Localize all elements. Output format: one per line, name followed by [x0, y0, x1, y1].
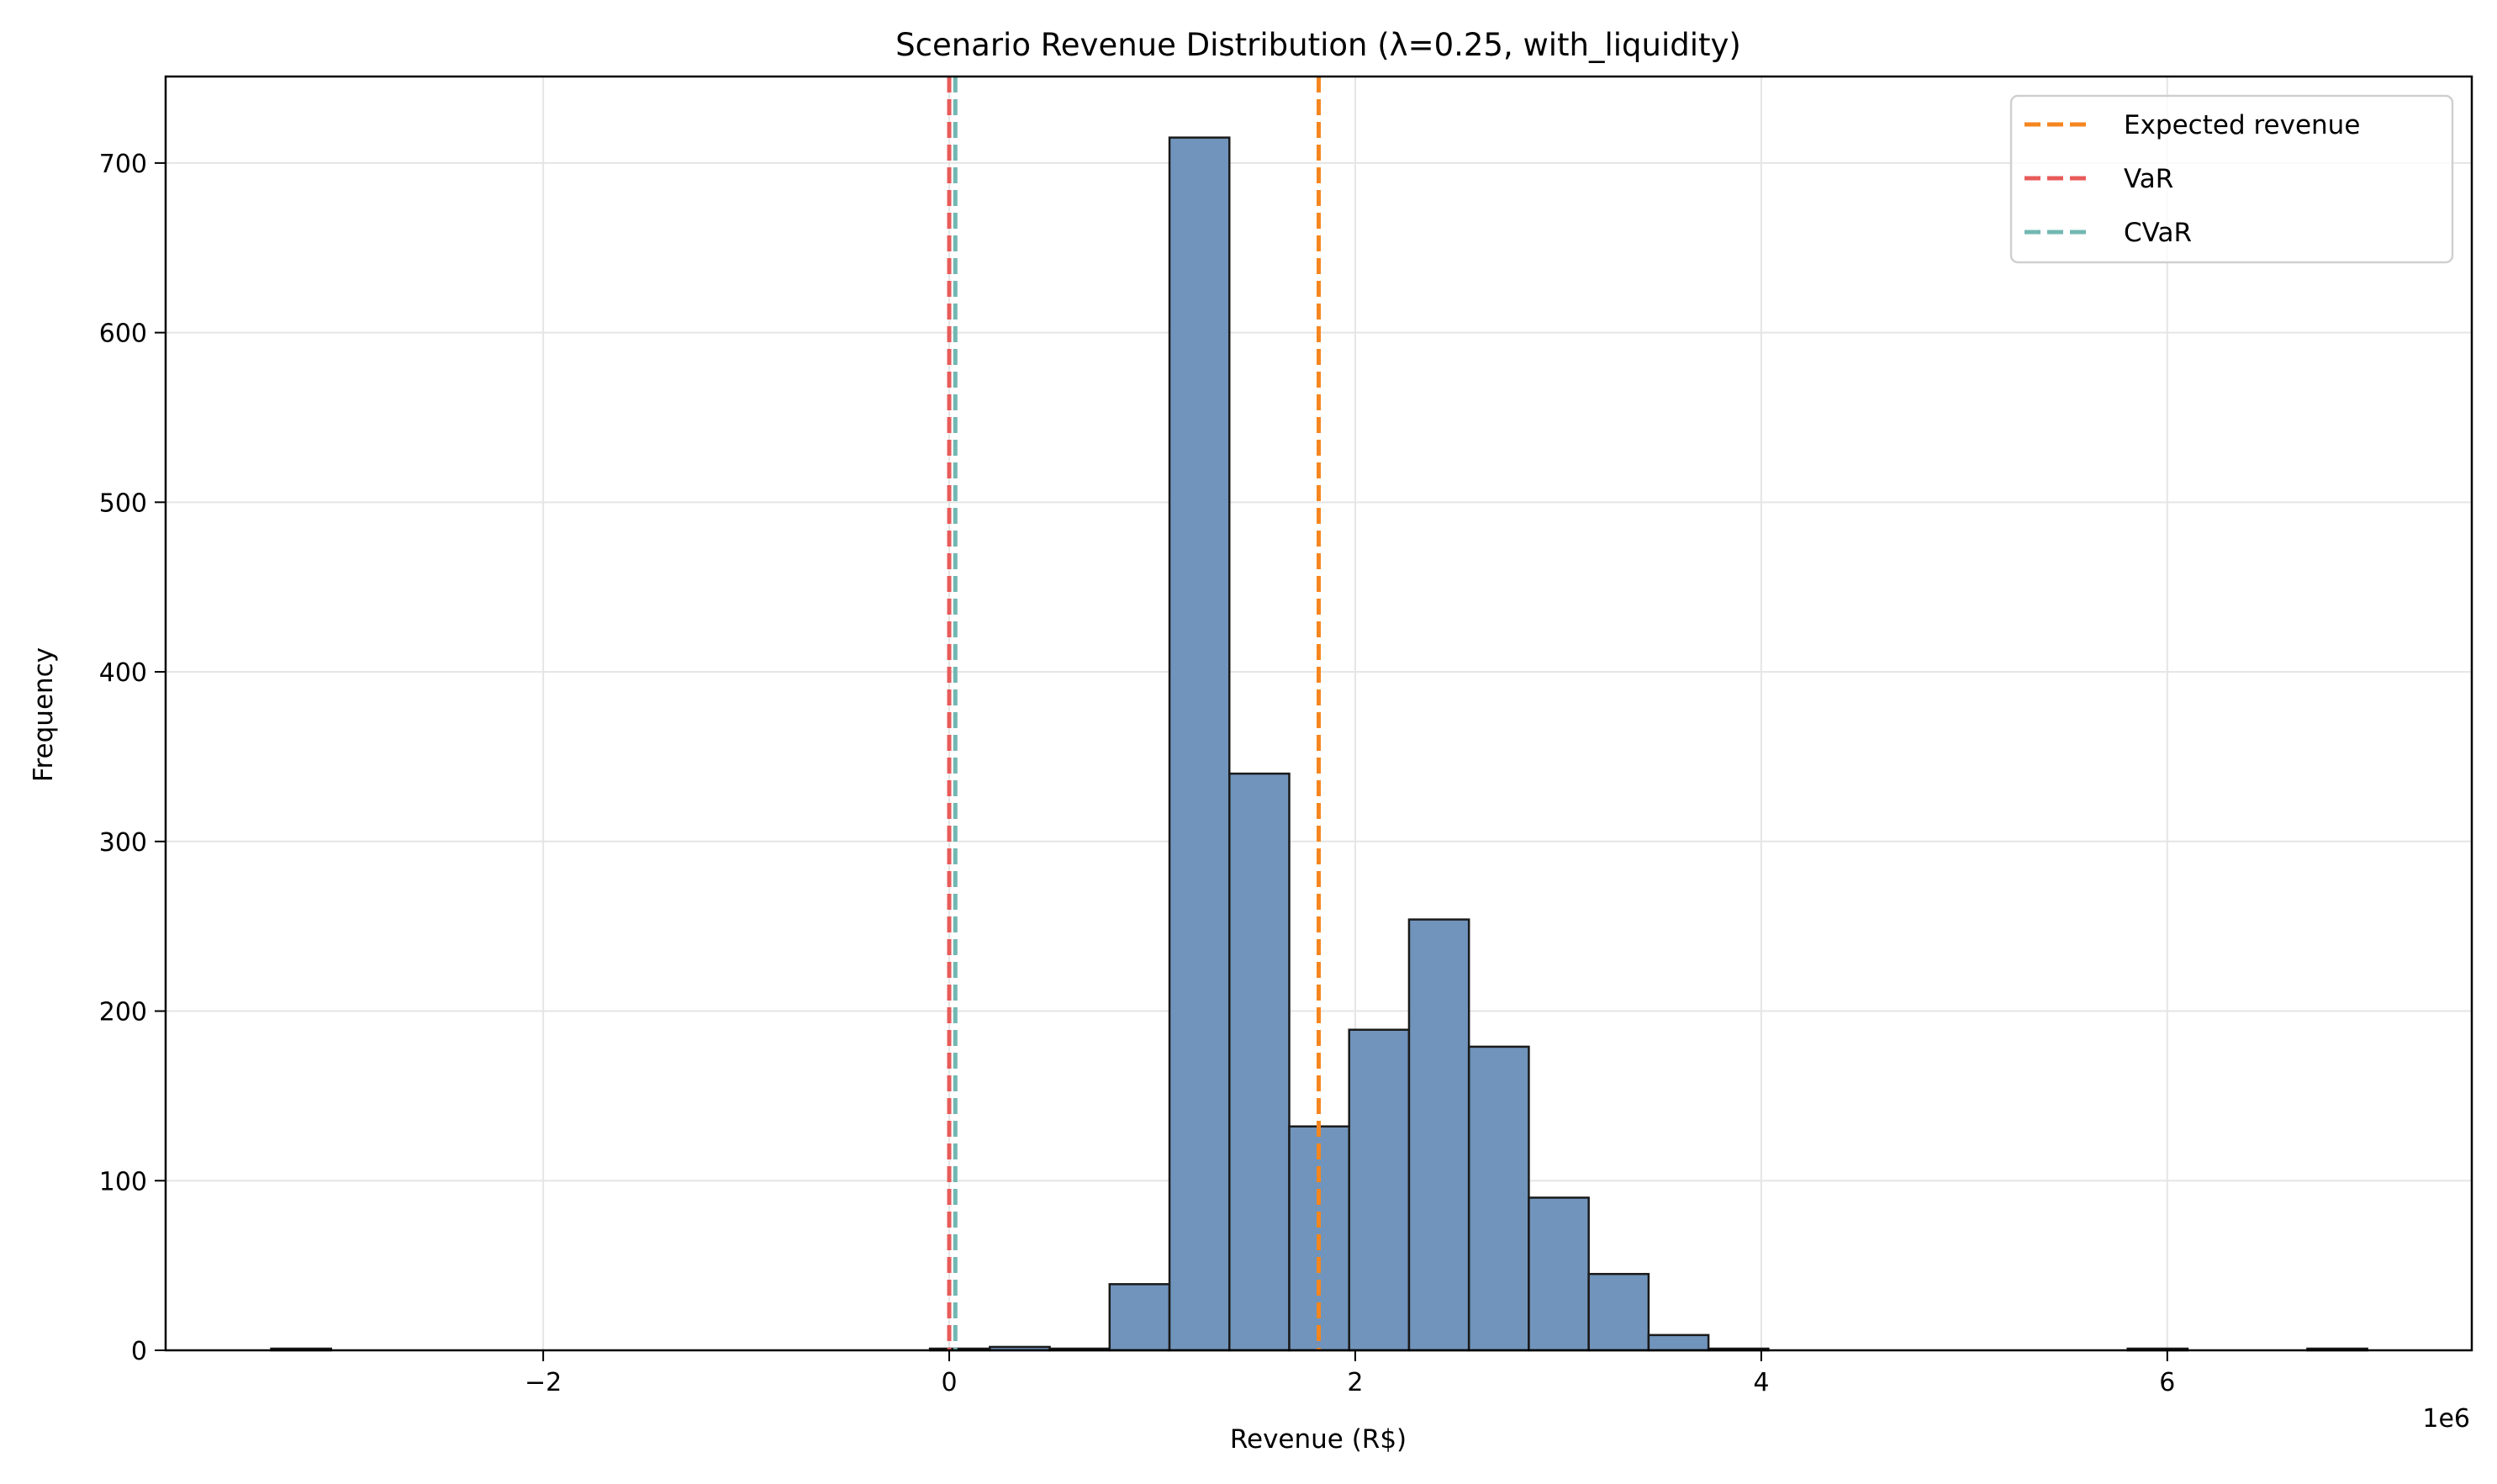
chart-title: Scenario Revenue Distribution (λ=0.25, w… — [895, 27, 1741, 63]
histogram-bar — [1108, 1283, 1171, 1352]
x-tick-label: 2 — [1347, 1368, 1363, 1397]
y-tick-label: 700 — [99, 150, 147, 179]
histogram-bar — [1467, 1045, 1530, 1352]
x-tick-label: 0 — [941, 1368, 957, 1397]
axes-frame — [164, 75, 2473, 1352]
x-axis-ticks: −2 0 2 4 6 — [525, 1350, 2175, 1397]
y-axis-label: Frequency — [29, 647, 59, 782]
histogram-bar — [1228, 772, 1291, 1352]
bars — [270, 136, 2368, 1352]
legend-box — [2009, 94, 2454, 264]
histogram-bar — [1528, 1196, 1590, 1352]
reference-lines — [947, 77, 1321, 1350]
legend-label: VaR — [2124, 164, 2173, 194]
y-tick-label: 300 — [99, 828, 147, 858]
histogram-bar — [1348, 1028, 1411, 1352]
y-axis-ticks: 0 100 200 300 400 500 600 700 — [99, 150, 166, 1366]
y-tick-label: 100 — [99, 1167, 147, 1196]
legend-label: CVaR — [2124, 218, 2192, 248]
histogram-bar — [1647, 1333, 1710, 1352]
x-tick-label: −2 — [525, 1368, 562, 1397]
legend-label: Expected revenue — [2124, 110, 2360, 140]
y-tick-label: 500 — [99, 489, 147, 518]
histogram-bar — [1168, 136, 1231, 1352]
y-tick-label: 400 — [99, 658, 147, 688]
y-tick-label: 600 — [99, 320, 147, 349]
x-tick-label: 6 — [2159, 1368, 2175, 1397]
y-tick-label: 200 — [99, 998, 147, 1027]
x-axis-label: Revenue (R$) — [1230, 1424, 1407, 1455]
y-tick-label: 0 — [131, 1337, 147, 1366]
x-tick-label: 4 — [1753, 1368, 1769, 1397]
legend: Expected revenue VaR CVaR — [2009, 94, 2454, 264]
histogram-bar — [1407, 918, 1470, 1352]
histogram-bar — [1587, 1272, 1650, 1352]
x-axis-offset-label: 1e6 — [2422, 1404, 2470, 1434]
